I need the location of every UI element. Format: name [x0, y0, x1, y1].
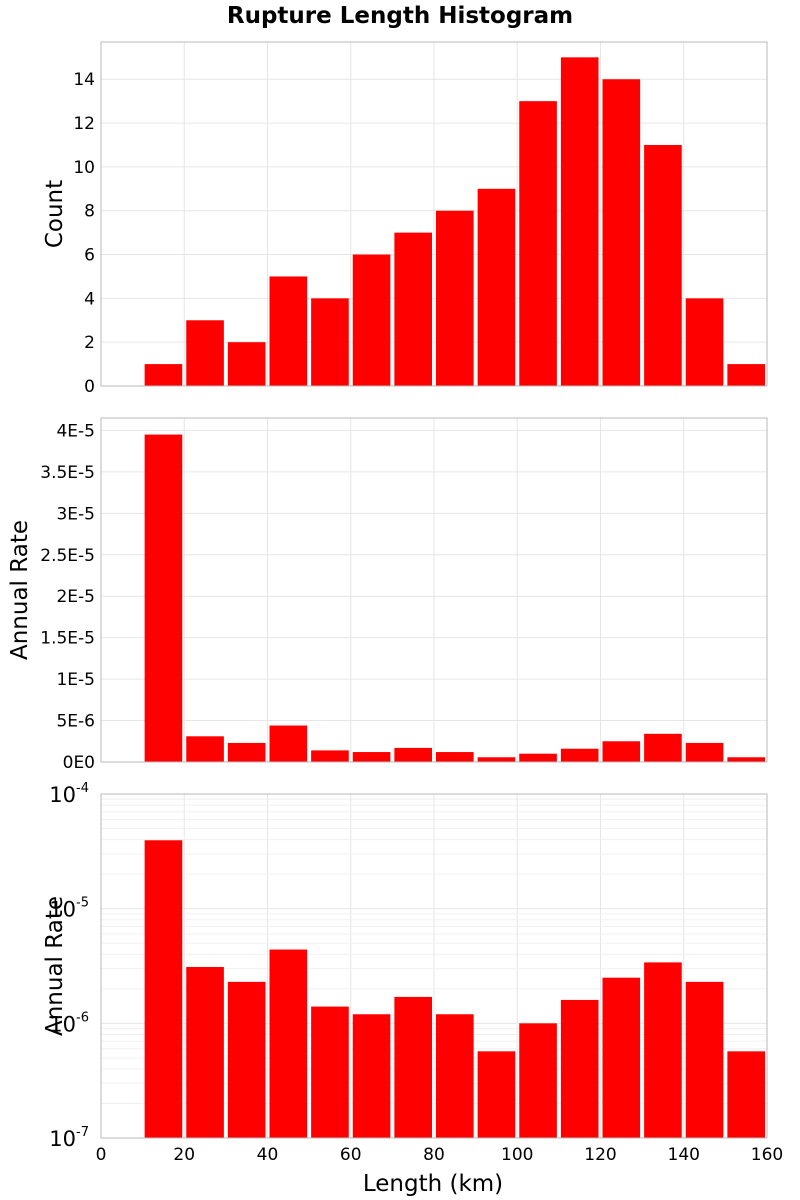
- y-tick-label: 6: [84, 246, 95, 266]
- x-tick-label: 80: [423, 1145, 445, 1165]
- x-tick-label: 140: [668, 1145, 700, 1165]
- y-tick-label: 0: [84, 377, 95, 397]
- bar: [269, 725, 308, 762]
- y-tick-label: 10-4: [49, 781, 89, 807]
- y-tick-label: 8: [84, 202, 95, 222]
- bar: [685, 298, 724, 386]
- y-tick-label: 14: [73, 70, 95, 90]
- bar: [144, 434, 183, 762]
- panel-3: 10-7 10-6 10-5 10-4 Annual Rate: [42, 781, 768, 1151]
- bar: [311, 298, 349, 386]
- bar: [227, 342, 266, 386]
- bar: [560, 748, 599, 762]
- panel-1: 0 2 4 6 8 10 12 14 Count: [42, 41, 768, 397]
- bar: [519, 753, 557, 762]
- bar: [186, 736, 224, 762]
- bar: [519, 1023, 557, 1138]
- bar: [144, 840, 183, 1138]
- bar: [644, 144, 682, 386]
- bar: [560, 57, 599, 386]
- bar: [352, 752, 391, 762]
- bar: [727, 757, 765, 762]
- bar: [644, 962, 682, 1138]
- bar: [727, 364, 765, 386]
- y-tick-label: 1E-5: [56, 670, 95, 690]
- bar: [602, 79, 641, 386]
- y-tick-label: 4: [84, 289, 95, 309]
- bar: [560, 999, 599, 1138]
- chart-title: Rupture Length Histogram: [227, 3, 573, 29]
- x-tick-label: 0: [96, 1145, 107, 1165]
- x-tick-label: 160: [751, 1145, 783, 1165]
- bar: [602, 977, 641, 1138]
- bar: [186, 320, 224, 386]
- panel-2: 0E0 5E-6 1E-5 1.5E-5 2E-5 2.5E-5 3E-5 3.5E-5 4E-…: [7, 417, 768, 773]
- bar: [227, 981, 266, 1138]
- x-axis-label: Length (km): [363, 1171, 503, 1197]
- bar: [394, 996, 432, 1138]
- chart-panels: 0 2 4 6 8 10 12 14 Count 0E0 5E-6 1E-5 1.5E-5 2E-5 2.5…: [7, 41, 768, 1151]
- bar: [311, 750, 349, 762]
- x-tick-label: 20: [173, 1145, 195, 1165]
- bar: [352, 254, 391, 386]
- y-tick-label: 10-6: [49, 1010, 89, 1036]
- y-axis-label: Annual Rate: [7, 520, 33, 660]
- x-tick-label: 40: [257, 1145, 279, 1165]
- bar: [436, 210, 474, 386]
- y-tick-label: 2: [84, 333, 95, 353]
- y-tick-label: 2.5E-5: [40, 546, 95, 566]
- x-tick-label: 120: [584, 1145, 616, 1165]
- bar: [436, 752, 474, 762]
- plot-frame: [100, 41, 768, 387]
- bar: [685, 981, 724, 1138]
- bar: [477, 1051, 516, 1138]
- bar: [352, 1014, 391, 1138]
- y-tick-label: 3E-5: [56, 504, 95, 524]
- bar: [685, 742, 724, 762]
- y-tick-label: 10: [73, 158, 95, 178]
- bar: [727, 1051, 765, 1138]
- bar: [602, 741, 641, 762]
- bar: [269, 949, 308, 1138]
- y-tick-label: 5E-6: [56, 712, 95, 732]
- plot-frame: [100, 417, 768, 763]
- bar: [144, 364, 183, 386]
- bar: [311, 1006, 349, 1138]
- bar: [394, 232, 432, 386]
- plot-frame: [100, 793, 768, 1139]
- x-axis: 0 20 40 60 80 100 120 140 160: [96, 1145, 784, 1165]
- y-tick-label: 10-5: [49, 896, 89, 922]
- bar: [477, 188, 516, 386]
- x-tick-label: 100: [501, 1145, 533, 1165]
- y-tick-label: 4E-5: [56, 421, 95, 441]
- bar: [227, 742, 266, 762]
- bar: [519, 101, 557, 386]
- bar: [394, 747, 432, 762]
- y-tick-label: 10-7: [49, 1125, 89, 1151]
- bar: [436, 1014, 474, 1138]
- y-tick-label: 12: [73, 114, 95, 134]
- y-axis-label: Annual Rate: [42, 896, 68, 1036]
- y-tick-label: 1.5E-5: [40, 629, 95, 649]
- y-axis-label: Count: [42, 180, 68, 248]
- y-tick-label: 0E0: [63, 753, 95, 773]
- x-tick-label: 60: [340, 1145, 362, 1165]
- bar: [644, 733, 682, 762]
- bar: [477, 757, 516, 762]
- y-tick-label: 2E-5: [56, 587, 95, 607]
- y-tick-label: 3.5E-5: [40, 463, 95, 483]
- bar: [269, 276, 308, 386]
- bar: [186, 966, 224, 1138]
